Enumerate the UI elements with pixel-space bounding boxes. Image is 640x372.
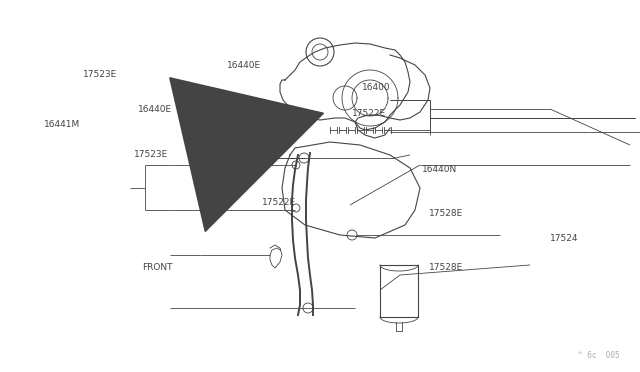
- Text: ^ 6c  005: ^ 6c 005: [579, 351, 620, 360]
- Text: 16440E: 16440E: [227, 61, 261, 70]
- Text: 16440E: 16440E: [138, 105, 172, 114]
- Text: 17523E: 17523E: [134, 150, 169, 159]
- Text: 16400: 16400: [362, 83, 390, 92]
- Text: 17523E: 17523E: [83, 70, 118, 79]
- Text: 17522E: 17522E: [262, 198, 296, 207]
- Text: 17522E: 17522E: [352, 109, 386, 118]
- Text: FRONT: FRONT: [142, 263, 173, 272]
- Text: 17528E: 17528E: [429, 263, 463, 272]
- Text: 16440N: 16440N: [422, 165, 458, 174]
- Text: 16441M: 16441M: [44, 120, 80, 129]
- Text: 17528E: 17528E: [429, 209, 463, 218]
- Text: 17524: 17524: [550, 234, 579, 243]
